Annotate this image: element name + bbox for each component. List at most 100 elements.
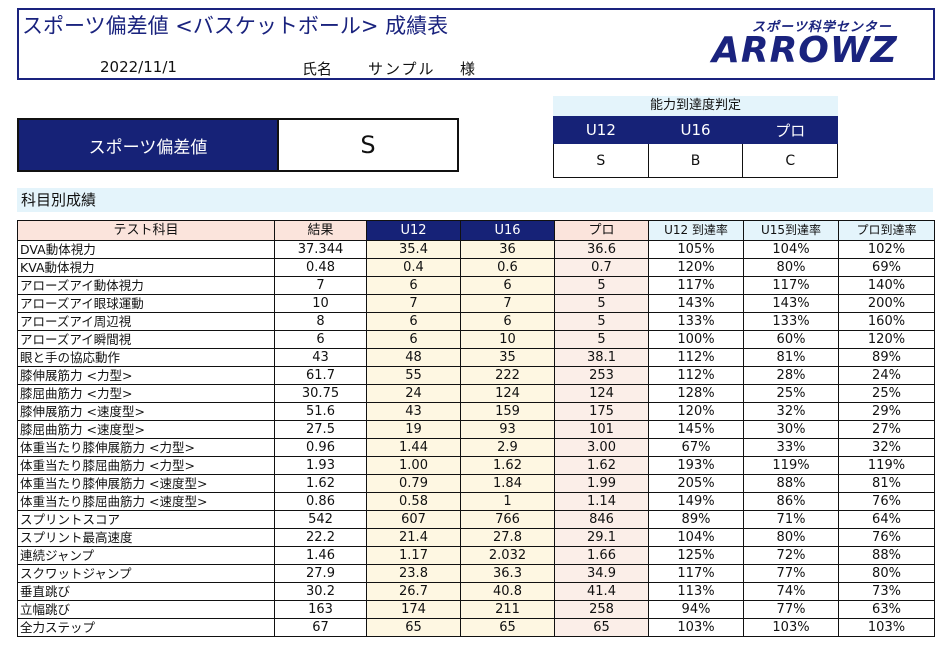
u15-rate-cell: 25%	[743, 384, 839, 403]
test-name-cell: 全力ステップ	[17, 618, 275, 637]
col-header-u12: U12	[366, 220, 461, 241]
u12-rate-cell: 89%	[648, 510, 744, 529]
result-cell: 8	[274, 312, 367, 331]
table-row: 膝伸展筋力 <速度型> 51.6 43 159 175 120% 32% 29%	[17, 402, 935, 421]
deviation-label: スポーツ偏差値	[19, 120, 277, 170]
pro-rate-cell: 25%	[838, 384, 935, 403]
pro-rate-cell: 27%	[838, 420, 935, 439]
u12-cell: 21.4	[366, 528, 461, 547]
table-row: 連続ジャンプ 1.46 1.17 2.032 1.66 125% 72% 88%	[17, 546, 935, 565]
test-name-cell: 膝屈曲筋力 <速度型>	[17, 420, 275, 439]
test-name-cell: 膝伸展筋力 <力型>	[17, 366, 275, 385]
u12-rate-cell: 128%	[648, 384, 744, 403]
pro-rate-cell: 32%	[838, 438, 935, 457]
u12-cell: 1.00	[366, 456, 461, 475]
u12-rate-cell: 133%	[648, 312, 744, 331]
u12-rate-cell: 120%	[648, 258, 744, 277]
pro-cell: 5	[554, 312, 649, 331]
u12-cell: 26.7	[366, 582, 461, 601]
u16-cell: 6	[460, 312, 555, 331]
u16-cell: 2.032	[460, 546, 555, 565]
pro-cell: 124	[554, 384, 649, 403]
u12-rate-cell: 112%	[648, 366, 744, 385]
logo-subtitle: スポーツ科学センター	[752, 20, 892, 35]
test-name-cell: 眼と手の協応動作	[17, 348, 275, 367]
u16-cell: 1.62	[460, 456, 555, 475]
pro-cell: 5	[554, 276, 649, 295]
u12-cell: 43	[366, 402, 461, 421]
u16-cell: 10	[460, 330, 555, 349]
u12-rate-cell: 105%	[648, 240, 744, 259]
pro-cell: 38.1	[554, 348, 649, 367]
u12-rate-cell: 113%	[648, 582, 744, 601]
u15-rate-cell: 72%	[743, 546, 839, 565]
result-cell: 1.46	[274, 546, 367, 565]
test-name-cell: アローズアイ周辺視	[17, 312, 275, 331]
u16-cell: 35	[460, 348, 555, 367]
u16-cell: 124	[460, 384, 555, 403]
pro-rate-cell: 120%	[838, 330, 935, 349]
test-name-cell: 体重当たり膝伸展筋力 <速度型>	[17, 474, 275, 493]
u12-rate-cell: 67%	[648, 438, 744, 457]
report-date: 2022/11/1	[100, 58, 177, 76]
u12-rate-cell: 104%	[648, 528, 744, 547]
table-row: 立幅跳び 163 174 211 258 94% 77% 63%	[17, 600, 935, 619]
u16-cell: 36	[460, 240, 555, 259]
u12-rate-cell: 103%	[648, 618, 744, 637]
pro-rate-cell: 69%	[838, 258, 935, 277]
result-cell: 10	[274, 294, 367, 313]
pro-cell: 36.6	[554, 240, 649, 259]
u12-cell: 6	[366, 312, 461, 331]
u12-cell: 35.4	[366, 240, 461, 259]
table-row: 体重当たり膝屈曲筋力 <力型> 1.93 1.00 1.62 1.62 193% 119% 1…	[17, 456, 935, 475]
u12-rate-cell: 100%	[648, 330, 744, 349]
test-name-cell: アローズアイ瞬間視	[17, 330, 275, 349]
test-name-cell: 膝屈曲筋力 <力型>	[17, 384, 275, 403]
test-name-cell: 垂直跳び	[17, 582, 275, 601]
u15-rate-cell: 103%	[743, 618, 839, 637]
pro-rate-cell: 200%	[838, 294, 935, 313]
test-name-cell: スクワットジャンプ	[17, 564, 275, 583]
u16-cell: 1	[460, 492, 555, 511]
pro-cell: 3.00	[554, 438, 649, 457]
result-cell: 1.62	[274, 474, 367, 493]
name-value: サンプル	[368, 60, 436, 78]
ability-header-pro: プロ	[742, 116, 838, 144]
pro-cell: 175	[554, 402, 649, 421]
table-row: 全力ステップ 67 65 65 65 103% 103% 103%	[17, 618, 935, 637]
table-row: DVA動体視力 37.344 35.4 36 36.6 105% 104% 102%	[17, 240, 935, 259]
table-row: スクワットジャンプ 27.9 23.8 36.3 34.9 117% 77% 80%	[17, 564, 935, 583]
pro-cell: 34.9	[554, 564, 649, 583]
result-cell: 7	[274, 276, 367, 295]
u12-rate-cell: 120%	[648, 402, 744, 421]
table-row: 垂直跳び 30.2 26.7 40.8 41.4 113% 74% 73%	[17, 582, 935, 601]
pro-rate-cell: 140%	[838, 276, 935, 295]
test-name-cell: スプリントスコア	[17, 510, 275, 529]
test-name-cell: アローズアイ眼球運動	[17, 294, 275, 313]
result-cell: 37.344	[274, 240, 367, 259]
u12-cell: 1.44	[366, 438, 461, 457]
pro-rate-cell: 76%	[838, 492, 935, 511]
u12-rate-cell: 125%	[648, 546, 744, 565]
u12-cell: 23.8	[366, 564, 461, 583]
u16-cell: 6	[460, 276, 555, 295]
ability-title: 能力到達度判定	[553, 96, 838, 116]
pro-rate-cell: 73%	[838, 582, 935, 601]
deviation-value: S	[277, 120, 457, 170]
u12-cell: 48	[366, 348, 461, 367]
u15-rate-cell: 143%	[743, 294, 839, 313]
pro-cell: 0.7	[554, 258, 649, 277]
result-cell: 61.7	[274, 366, 367, 385]
ability-value-pro: C	[742, 143, 838, 178]
result-cell: 22.2	[274, 528, 367, 547]
pro-rate-cell: 29%	[838, 402, 935, 421]
u12-rate-cell: 205%	[648, 474, 744, 493]
result-cell: 27.9	[274, 564, 367, 583]
deviation-box: スポーツ偏差値 S	[17, 118, 459, 172]
result-cell: 163	[274, 600, 367, 619]
u15-rate-cell: 33%	[743, 438, 839, 457]
u12-cell: 24	[366, 384, 461, 403]
test-name-cell: KVA動体視力	[17, 258, 275, 277]
u16-cell: 0.6	[460, 258, 555, 277]
u16-cell: 40.8	[460, 582, 555, 601]
